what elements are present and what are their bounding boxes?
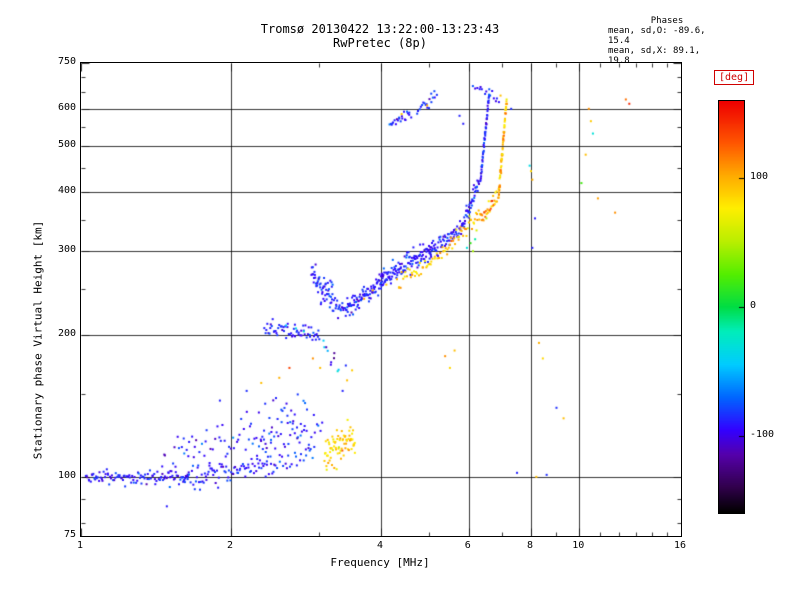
colorbar-unit-label: [deg] <box>714 70 755 85</box>
phase-stats-x-mode: mean, sd,X: 89.1, 19.8 <box>608 46 701 66</box>
colorbar-gradient-canvas <box>719 101 744 513</box>
colorbar <box>718 100 745 514</box>
page-subtitle: RwPretec (8p) <box>333 36 427 50</box>
phase-stats: Phases mean, sd,O: -89.6, 15.4 mean, sd,… <box>608 16 726 66</box>
x-tick-label: 1 <box>76 540 84 551</box>
title-block: Tromsø 20130422 13:22:00-13:23:43 RwPret… <box>80 22 680 50</box>
y-tick-label: 100 <box>57 469 76 481</box>
x-tick-label: 10 <box>572 540 585 551</box>
phase-stats-o-mode: mean, sd,O: -89.6, 15.4 <box>608 26 706 46</box>
colorbar-tick-label: 100 <box>750 171 769 182</box>
page-title: Tromsø 20130422 13:22:00-13:23:43 <box>260 22 500 36</box>
y-tick-label: 200 <box>57 327 76 339</box>
y-tick-label: 500 <box>57 139 76 151</box>
x-axis-title: Frequency [MHz] <box>330 556 430 569</box>
x-tick-label: 16 <box>673 540 687 551</box>
y-tick-label: 400 <box>57 185 76 197</box>
y-tick-label: 300 <box>57 244 76 256</box>
plot-area <box>80 62 682 537</box>
ionogram-scatter-canvas <box>81 63 681 536</box>
colorbar-tick-label: -100 <box>750 429 775 440</box>
y-tick-label: 750 <box>57 56 76 67</box>
colorbar-tick-label: 0 <box>750 300 757 311</box>
x-tick-label: 6 <box>464 540 471 551</box>
y-tick-label: 600 <box>57 101 76 113</box>
y-tick-label: 75 <box>63 529 76 540</box>
phase-stats-header: Phases <box>650 16 684 26</box>
x-tick-label: 2 <box>226 540 234 551</box>
x-tick-label: 8 <box>526 540 534 551</box>
y-axis-title: Stationary phase Virtual Height [km] <box>31 220 45 460</box>
x-tick-label: 4 <box>376 540 384 551</box>
